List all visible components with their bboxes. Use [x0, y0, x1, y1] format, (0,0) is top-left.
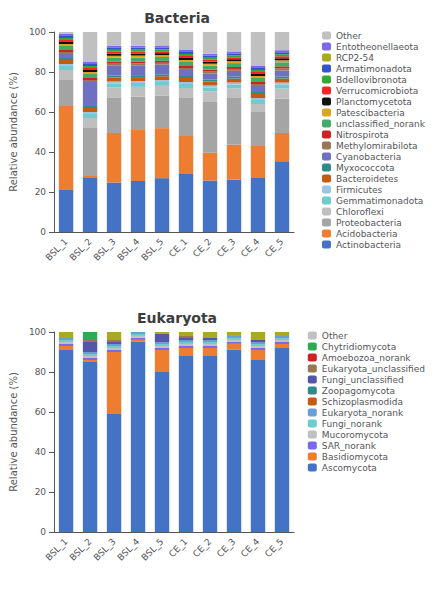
- svg-text:Chytridiomycota: Chytridiomycota: [322, 342, 396, 352]
- svg-text:Eukaryota: Eukaryota: [137, 310, 217, 326]
- svg-text:40: 40: [35, 147, 47, 157]
- svg-text:Ascomycota: Ascomycota: [322, 463, 377, 473]
- svg-text:Other: Other: [322, 331, 348, 341]
- svg-text:CE_1: CE_1: [167, 236, 190, 259]
- svg-text:Actinobacteria: Actinobacteria: [336, 240, 401, 250]
- svg-text:BSL_3: BSL_3: [91, 536, 117, 562]
- svg-text:Schizoplasmodida: Schizoplasmodida: [322, 397, 403, 407]
- svg-text:BSL_4: BSL_4: [115, 536, 141, 562]
- svg-text:80: 80: [35, 367, 47, 377]
- svg-text:60: 60: [35, 107, 47, 117]
- svg-text:60: 60: [35, 407, 47, 417]
- svg-text:Gemmatimonadota: Gemmatimonadota: [336, 196, 423, 206]
- svg-text:Zoopagomycota: Zoopagomycota: [322, 386, 395, 396]
- svg-text:Chloroflexi: Chloroflexi: [336, 207, 384, 217]
- svg-text:CE_1: CE_1: [167, 536, 190, 559]
- svg-text:Acidobacteria: Acidobacteria: [336, 229, 398, 239]
- svg-text:Firmicutes: Firmicutes: [336, 185, 383, 195]
- svg-text:CE_4: CE_4: [239, 236, 262, 259]
- svg-text:CE_2: CE_2: [191, 536, 214, 559]
- svg-text:BSL_2: BSL_2: [67, 236, 93, 262]
- svg-text:Myxococcota: Myxococcota: [336, 163, 395, 173]
- svg-text:BSL_2: BSL_2: [67, 536, 93, 562]
- svg-text:Planctomycetota: Planctomycetota: [336, 97, 412, 107]
- svg-text:0: 0: [40, 527, 46, 537]
- svg-text:100: 100: [29, 27, 46, 37]
- svg-text:RCP2-54: RCP2-54: [336, 53, 374, 63]
- svg-text:80: 80: [35, 67, 47, 77]
- svg-text:Armatimonadota: Armatimonadota: [336, 64, 412, 74]
- svg-text:Amoebozoa_norank: Amoebozoa_norank: [322, 353, 412, 363]
- svg-text:CE_5: CE_5: [263, 236, 286, 259]
- svg-text:BSL_1: BSL_1: [43, 236, 69, 262]
- svg-text:BSL_5: BSL_5: [139, 536, 165, 562]
- svg-text:unclassified_norank: unclassified_norank: [336, 119, 426, 129]
- svg-text:0: 0: [40, 227, 46, 237]
- svg-text:20: 20: [35, 187, 47, 197]
- svg-text:Nitrospirota: Nitrospirota: [336, 130, 389, 140]
- svg-text:Relative abundance (%): Relative abundance (%): [8, 372, 19, 492]
- svg-text:Bacteria: Bacteria: [144, 10, 210, 26]
- svg-text:BSL_3: BSL_3: [91, 236, 117, 262]
- svg-text:Entotheonellaeota: Entotheonellaeota: [336, 42, 419, 52]
- svg-text:Basidiomycota: Basidiomycota: [322, 452, 388, 462]
- svg-text:Fungi_unclassified: Fungi_unclassified: [322, 375, 404, 385]
- svg-text:SAR_norank: SAR_norank: [322, 441, 377, 451]
- svg-text:CE_4: CE_4: [239, 536, 262, 559]
- svg-text:Eukaryota_norank: Eukaryota_norank: [322, 408, 404, 418]
- svg-text:BSL_1: BSL_1: [43, 536, 69, 562]
- svg-text:CE_2: CE_2: [191, 236, 214, 259]
- svg-text:Verrucomicrobiota: Verrucomicrobiota: [336, 86, 418, 96]
- svg-text:Fungi_norank: Fungi_norank: [322, 419, 383, 429]
- svg-text:Bacteroidetes: Bacteroidetes: [336, 174, 399, 184]
- svg-text:Methylomirabilota: Methylomirabilota: [336, 141, 418, 151]
- svg-text:40: 40: [35, 447, 47, 457]
- svg-text:Bdellovibronota: Bdellovibronota: [336, 75, 407, 85]
- svg-text:20: 20: [35, 487, 47, 497]
- svg-text:Relative abundance (%): Relative abundance (%): [8, 72, 19, 192]
- svg-text:BSL_5: BSL_5: [139, 236, 165, 262]
- svg-text:Eukaryota_unclassified: Eukaryota_unclassified: [322, 364, 425, 374]
- svg-text:CE_3: CE_3: [215, 536, 238, 559]
- svg-text:100: 100: [29, 327, 46, 337]
- svg-text:CE_3: CE_3: [215, 236, 238, 259]
- svg-text:Other: Other: [336, 31, 362, 41]
- svg-text:Mucoromycota: Mucoromycota: [322, 430, 389, 440]
- svg-text:BSL_4: BSL_4: [115, 236, 141, 262]
- svg-text:Patescibacteria: Patescibacteria: [336, 108, 405, 118]
- svg-text:Cyanobacteria: Cyanobacteria: [336, 152, 401, 162]
- svg-text:Proteobacteria: Proteobacteria: [336, 218, 402, 228]
- svg-text:CE_5: CE_5: [263, 536, 286, 559]
